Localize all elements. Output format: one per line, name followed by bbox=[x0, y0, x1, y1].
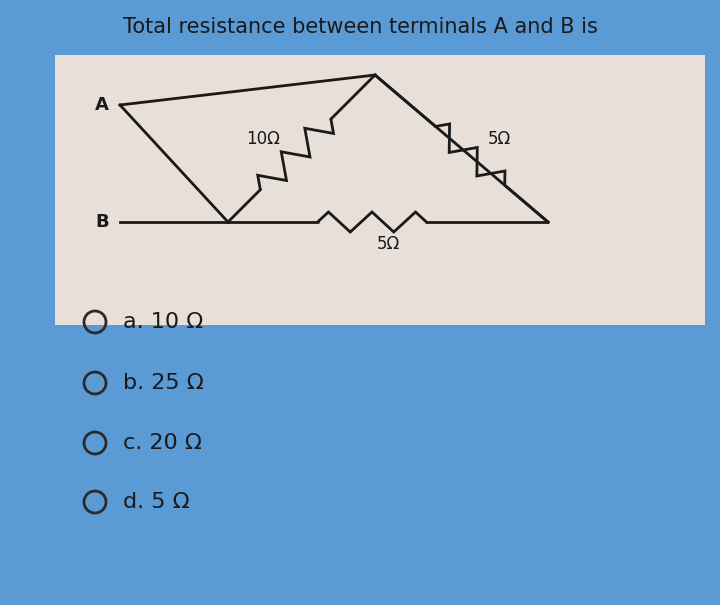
Text: b. 25 Ω: b. 25 Ω bbox=[123, 373, 204, 393]
Text: Total resistance between terminals A and B is: Total resistance between terminals A and… bbox=[122, 17, 598, 37]
FancyBboxPatch shape bbox=[55, 55, 705, 325]
Text: 5Ω: 5Ω bbox=[377, 235, 400, 253]
Text: c. 20 Ω: c. 20 Ω bbox=[123, 433, 202, 453]
Text: 5Ω: 5Ω bbox=[488, 129, 511, 148]
Text: B: B bbox=[95, 213, 109, 231]
Text: d. 5 Ω: d. 5 Ω bbox=[123, 492, 189, 512]
Text: A: A bbox=[95, 96, 109, 114]
Text: 10Ω: 10Ω bbox=[246, 129, 280, 148]
Text: a. 10 Ω: a. 10 Ω bbox=[123, 312, 203, 332]
